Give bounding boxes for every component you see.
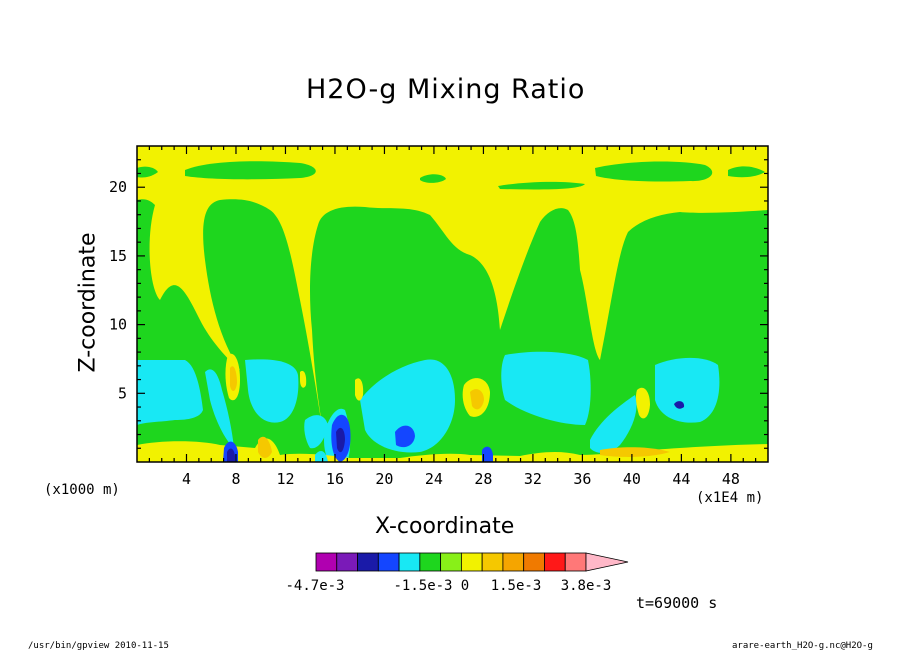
contour-region (230, 366, 237, 392)
x-tick-label: 16 (326, 470, 344, 488)
contour-region (501, 351, 591, 425)
x-tick-label: 40 (623, 470, 641, 488)
contour-region (355, 378, 364, 401)
contour-region (595, 161, 713, 182)
contour-region (245, 359, 299, 423)
y-tick-label: 15 (109, 247, 127, 265)
y-tick-label: 10 (109, 316, 127, 334)
contour-region (315, 450, 328, 462)
colorbar-swatch (419, 552, 442, 572)
x-tick-label: 32 (524, 470, 542, 488)
contour-region (590, 395, 637, 453)
contour-region (635, 387, 650, 419)
colorbar-swatch (564, 552, 587, 572)
y-tick-label: 5 (118, 384, 127, 402)
plot-frame (136, 145, 769, 463)
y-tick-label: 20 (109, 178, 127, 196)
x-unit-note: (x1000 m) (44, 482, 120, 498)
contour-region (137, 146, 768, 440)
contour-region (395, 425, 415, 448)
colorbar-label: -1.5e-3 (393, 578, 452, 594)
chart-title: H2O-g Mixing Ratio (306, 74, 586, 105)
x-tick-label: 8 (231, 470, 240, 488)
contour-region (655, 357, 720, 423)
contour-region (470, 389, 484, 410)
colorbar-swatch (502, 552, 525, 572)
contour-region (227, 448, 235, 462)
y-axis-label: Z-coordinate (75, 232, 101, 373)
colorbar-swatch (460, 552, 483, 572)
contour-region (498, 181, 585, 190)
colorbar-swatch (357, 552, 379, 572)
colorbar-label: -4.7e-3 (285, 578, 344, 594)
x-tick-label: 48 (722, 470, 740, 488)
colorbar-label: 3.8e-3 (561, 578, 612, 594)
x-tick-label: 24 (425, 470, 443, 488)
contour-region (258, 436, 272, 458)
x-tick-label: 12 (276, 470, 294, 488)
colorbar-label: 0 (461, 578, 469, 594)
colorbar-swatch (315, 552, 338, 572)
x-axis-label: X-coordinate (375, 514, 515, 539)
x-tick-label: 20 (375, 470, 393, 488)
colorbar-swatch (398, 552, 421, 572)
x-scale-note: (x1E4 m) (696, 490, 764, 506)
x-tick-label: 4 (182, 470, 191, 488)
x-tick-label: 36 (573, 470, 591, 488)
contour-region (205, 369, 234, 448)
colorbar-label: 1.5e-3 (491, 578, 542, 594)
time-label: t=69000 s (636, 594, 718, 612)
footer-left: /usr/bin/gpview 2010-11-15 (28, 641, 169, 651)
colorbar-swatch (523, 552, 545, 572)
contour-region (674, 401, 685, 409)
contour-region (137, 166, 158, 178)
contour-region (360, 359, 455, 453)
colorbar-swatch (336, 552, 358, 572)
colorbar-extend-arrow (585, 552, 629, 572)
contour-region (336, 427, 345, 453)
colorbar-swatch (544, 552, 566, 572)
contour-region (728, 166, 765, 178)
colorbar-swatch (377, 552, 400, 572)
contour-field (137, 146, 768, 462)
contour-region (185, 161, 316, 180)
contour-region (420, 174, 446, 183)
x-tick-label: 28 (474, 470, 492, 488)
contour-region (482, 446, 493, 462)
contour-region (304, 415, 328, 449)
contour-region (600, 447, 670, 457)
footer-right: arare-earth_H2O-g.nc@H2O-g (732, 641, 873, 651)
colorbar: -4.7e-3 -1.5e-3 0 1.5e-3 3.8e-3 (285, 552, 629, 594)
contour-region (137, 360, 203, 425)
colorbar-swatch (440, 552, 462, 572)
axis-ticks (137, 146, 768, 462)
colorbar-swatch (481, 552, 504, 572)
x-tick-label: 44 (672, 470, 690, 488)
contour-region (300, 370, 307, 388)
